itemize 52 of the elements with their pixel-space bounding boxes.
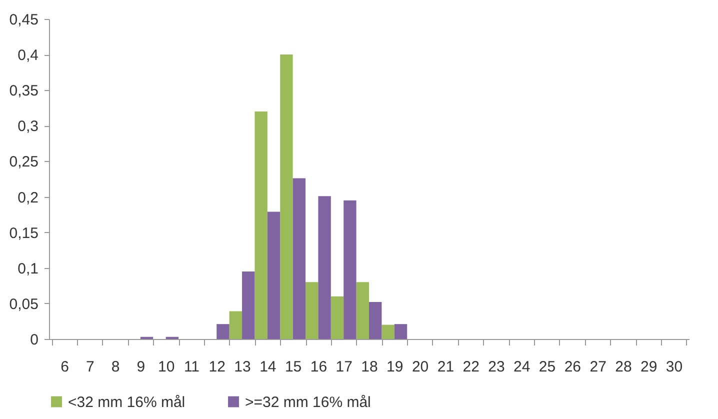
x-tick-label: 20 xyxy=(412,358,429,376)
bar xyxy=(280,54,293,339)
bar xyxy=(369,302,382,339)
legend-label: >=32 mm 16% mål xyxy=(245,394,371,411)
x-tick-label: 21 xyxy=(437,358,454,376)
y-tick-label: 0,45 xyxy=(9,12,38,28)
x-tick-label: 13 xyxy=(234,358,251,376)
bar xyxy=(254,111,268,339)
x-tick-label: 11 xyxy=(184,358,200,376)
x-tick-label: 26 xyxy=(564,358,582,376)
x-tick-label: 7 xyxy=(86,358,94,376)
y-tick-label: 0,4 xyxy=(18,47,38,64)
bar xyxy=(267,212,280,339)
bar xyxy=(292,178,306,339)
x-tick-label: 25 xyxy=(538,358,556,376)
x-tick-label: 18 xyxy=(361,358,378,376)
bar xyxy=(356,282,369,339)
y-tick-label: 0,1 xyxy=(18,260,38,278)
bar xyxy=(242,271,255,339)
y-tick-label: 0,3 xyxy=(18,118,38,136)
x-tick-label: 22 xyxy=(462,358,480,376)
x-tick-label: 9 xyxy=(136,358,146,376)
bar xyxy=(330,296,344,339)
x-tick-label: 29 xyxy=(640,358,658,376)
bar xyxy=(394,324,408,339)
y-tick-label: 0,15 xyxy=(9,224,38,242)
legend-label: <32 mm 16% mål xyxy=(68,394,186,411)
x-tick-label: 6 xyxy=(60,358,69,376)
x-tick-label: 19 xyxy=(386,358,404,376)
x-tick-label: 28 xyxy=(615,358,632,376)
x-tick-label: 16 xyxy=(310,358,328,376)
x-tick-label: 27 xyxy=(590,358,606,376)
bar xyxy=(382,324,394,339)
x-tick-label: 12 xyxy=(208,358,226,376)
x-tick-label: 10 xyxy=(158,358,175,376)
x-tick-label: 30 xyxy=(666,358,683,376)
x-tick-label: 23 xyxy=(488,358,505,376)
y-tick-label: 0,25 xyxy=(9,154,38,171)
bar xyxy=(318,196,331,339)
x-tick-label: 17 xyxy=(336,358,352,376)
y-tick-label: 0,2 xyxy=(18,189,38,206)
y-tick-label: 0,05 xyxy=(9,296,38,313)
x-tick-label: 8 xyxy=(111,358,120,376)
x-tick-label: 24 xyxy=(514,358,530,376)
y-tick-label: 0,35 xyxy=(9,82,38,100)
bar xyxy=(229,311,242,339)
bar xyxy=(216,324,230,339)
bar xyxy=(344,200,356,339)
y-tick-label: 0 xyxy=(30,332,38,348)
x-tick-label: 14 xyxy=(260,358,276,376)
bar xyxy=(306,282,318,339)
x-tick-label: 15 xyxy=(284,358,302,376)
